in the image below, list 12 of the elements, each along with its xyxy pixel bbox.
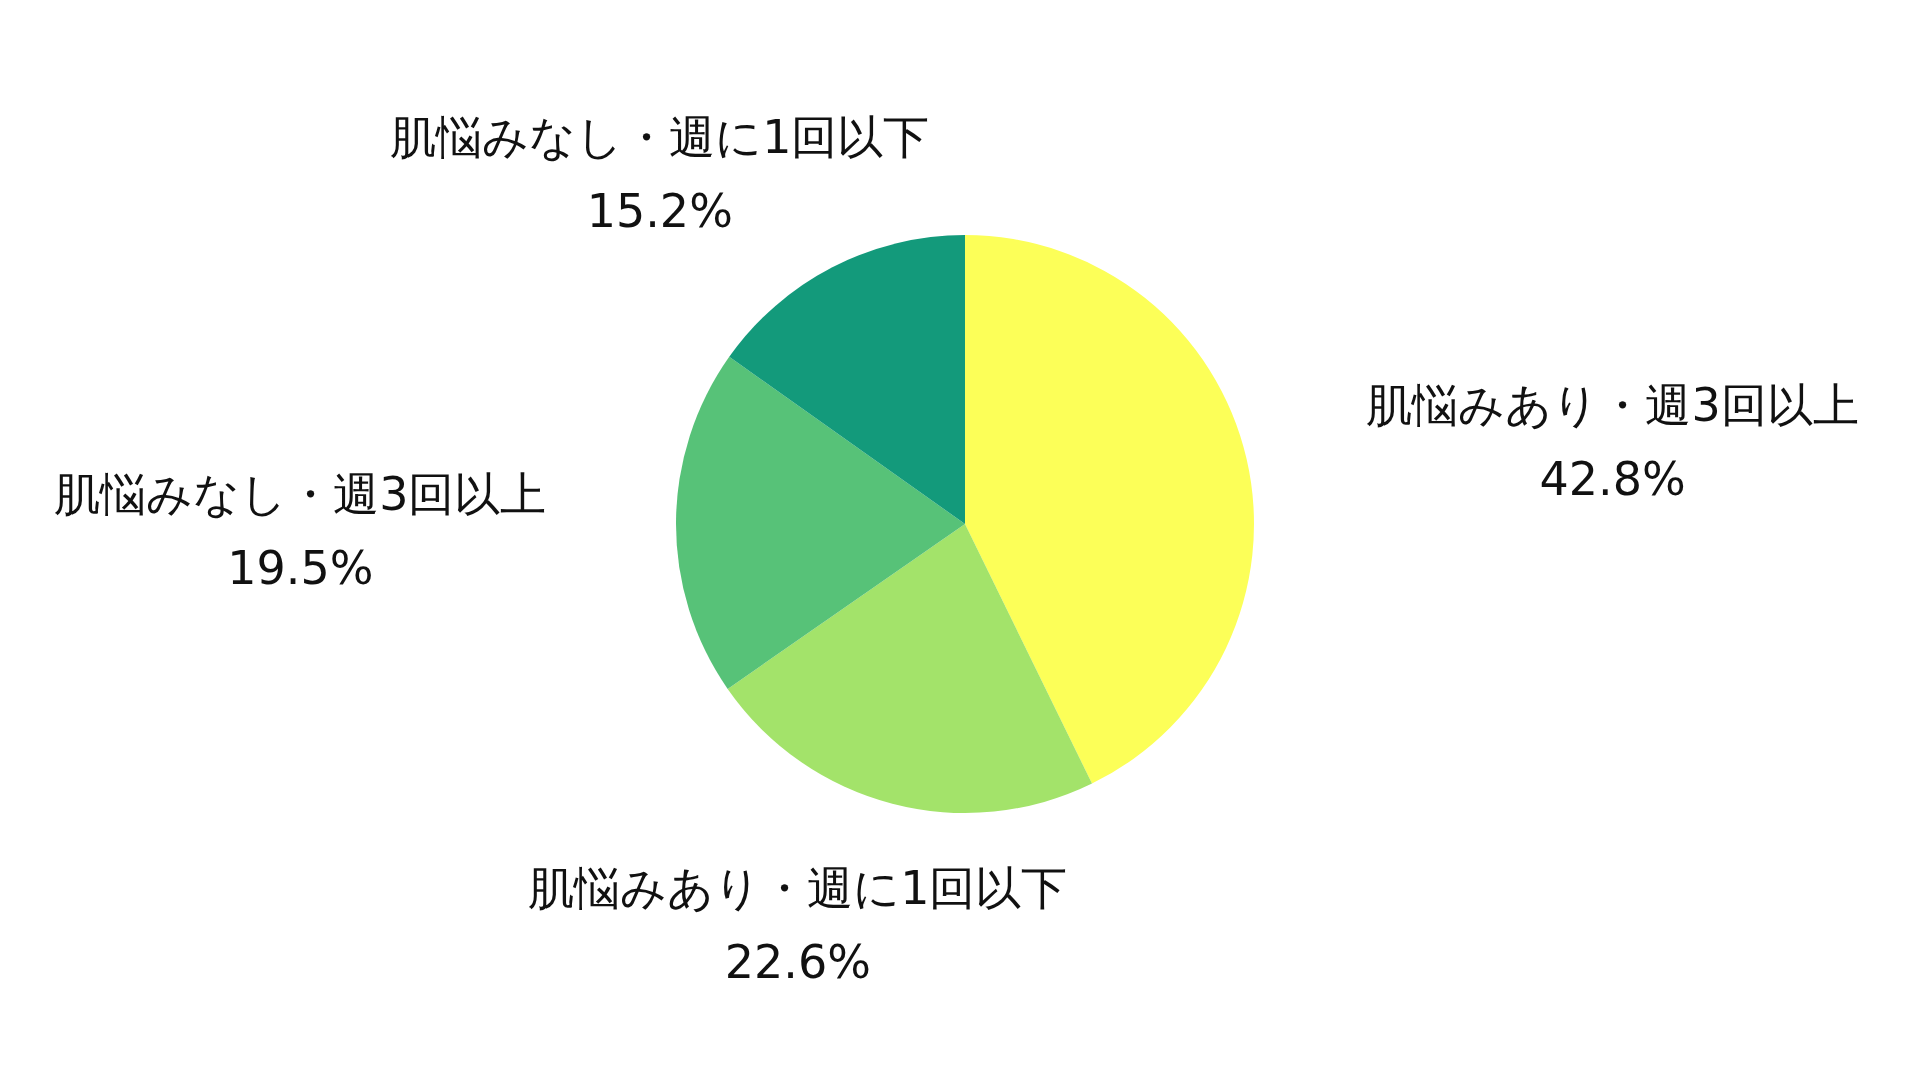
data-label: 15.2% [586, 183, 733, 238]
pie-slice [727, 524, 1093, 813]
slice-label: 肌悩みなし・週に1回以下 [390, 109, 930, 164]
pie-slice [676, 356, 965, 689]
slice-label: 肌悩みなし・週3回以上 [54, 467, 547, 522]
pie-slice [729, 235, 965, 524]
data-label: 19.5% [227, 541, 374, 596]
data-label: 22.6% [724, 934, 871, 989]
data-label: 42.8% [1539, 451, 1686, 506]
slice-label: 肌悩みあり・週に1回以下 [528, 860, 1068, 915]
pie-slice [965, 235, 1254, 784]
slice-label: 肌悩みあり・週3回以上 [1366, 377, 1859, 432]
